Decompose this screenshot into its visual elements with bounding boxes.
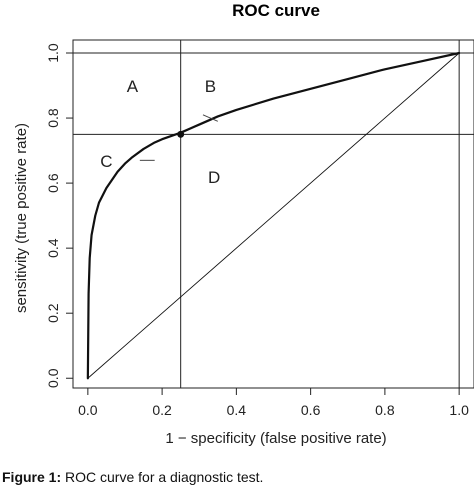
chart-title: ROC curve (232, 1, 320, 20)
x-tick-label: 1.0 (449, 402, 469, 418)
plot-area: 0.0 0.2 0.4 0.6 0.8 1.0 0.0 0.2 0.4 0.6 0.8 1.0 A B C D (45, 39, 474, 418)
region-label-b: B (205, 77, 216, 96)
x-tick-label: 0.2 (152, 402, 172, 418)
x-tick-label: 0.8 (375, 402, 395, 418)
y-tick-label: 0.0 (45, 368, 61, 388)
y-tick-label: 0.8 (45, 108, 61, 128)
y-axis-label: sensitivity (true positive rate) (13, 123, 30, 313)
x-axis-label: 1 − specificity (false positive rate) (165, 430, 386, 447)
operating-point-marker (177, 130, 185, 138)
y-tick-label: 1.0 (45, 43, 61, 63)
x-tick-label: 0.6 (301, 402, 321, 418)
tangent-segment (202, 114, 219, 122)
plot-frame (72, 39, 474, 389)
caption-text: ROC curve for a diagnostic test. (61, 469, 264, 485)
y-tick-label: 0.4 (45, 238, 61, 258)
x-tick-label: 0.0 (78, 402, 98, 418)
x-tick-label: 0.4 (227, 402, 247, 418)
caption-label: Figure 1: (2, 469, 62, 485)
diagonal-chance-line (87, 52, 460, 379)
region-label-d: D (208, 168, 220, 187)
y-tick-label: 0.2 (45, 303, 61, 323)
region-label-c: C (100, 152, 112, 171)
region-label-a: A (127, 77, 139, 96)
roc-curve-line (86, 51, 461, 380)
figure-caption: Figure 1: ROC curve for a diagnostic tes… (2, 469, 263, 485)
y-tick-label: 0.6 (45, 173, 61, 193)
